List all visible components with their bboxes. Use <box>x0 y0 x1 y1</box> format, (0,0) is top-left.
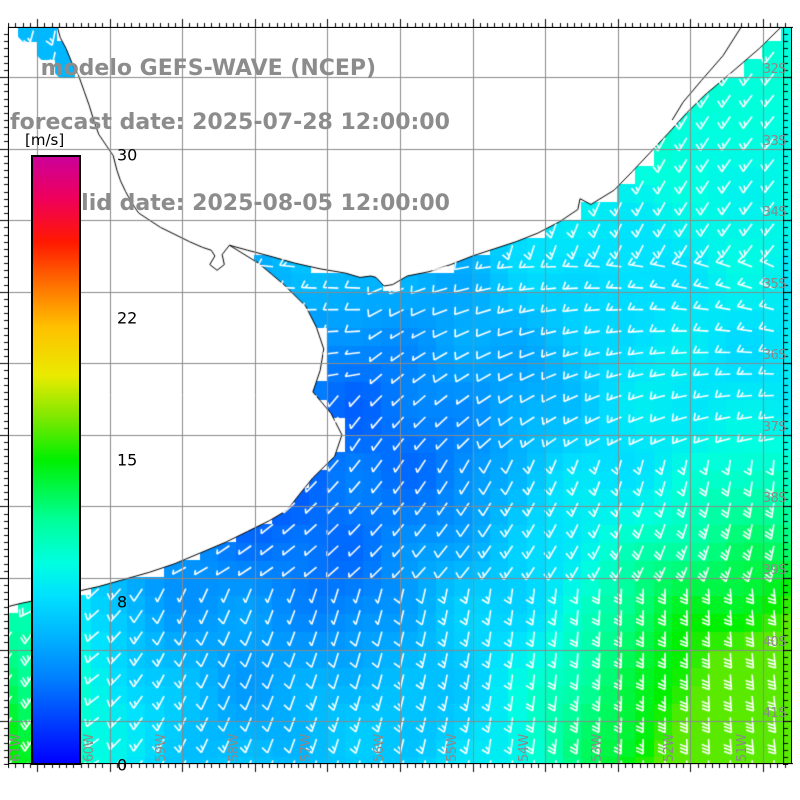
bottom-tick-ruler <box>8 763 793 785</box>
lat-label-32s: 32S <box>762 62 787 78</box>
lat-label-37s: 37S <box>762 419 787 435</box>
lat-label-34s: 34S <box>762 205 787 221</box>
lat-label-38s: 38S <box>762 491 787 507</box>
colorbar-tick-8: 8 <box>117 592 128 612</box>
map-plot-area[interactable] <box>8 27 792 764</box>
lon-label-58w: 58W <box>226 734 242 762</box>
lon-label-60w: 60W <box>81 734 97 762</box>
graticule-layer <box>8 27 792 764</box>
colorbar[interactable]: 30 22 15 8 0 <box>31 146 137 775</box>
lat-label-40s: 40S <box>762 634 787 650</box>
top-tick-ruler <box>8 0 793 28</box>
right-tick-ruler <box>783 27 800 765</box>
lat-label-33s: 33S <box>762 133 787 149</box>
lat-label-36s: 36S <box>762 348 787 364</box>
lon-label-57w: 57W <box>299 734 315 762</box>
colorbar-tick-30: 30 <box>117 145 138 165</box>
colorbar-unit-label: [m/s] <box>25 131 65 149</box>
colorbar-gradient <box>31 155 81 765</box>
lon-label-56w: 56W <box>372 734 387 762</box>
colorbar-tick-22: 22 <box>117 308 138 328</box>
lat-label-41s: 41S <box>762 706 787 722</box>
lon-label-61w: 61W <box>9 734 25 762</box>
lat-label-39s: 39S <box>762 562 787 578</box>
lon-label-51w: 51W <box>734 734 750 762</box>
lon-label-54w: 54W <box>517 734 533 762</box>
left-tick-ruler <box>0 27 9 765</box>
lon-label-52w: 52W <box>662 734 678 762</box>
lon-label-55w: 55W <box>444 734 460 762</box>
colorbar-tick-0: 0 <box>117 755 128 775</box>
lat-label-35s: 35S <box>762 276 787 292</box>
colorbar-tick-15: 15 <box>117 450 138 470</box>
lon-label-59w: 59W <box>154 734 170 762</box>
lon-label-53w: 53W <box>589 734 605 762</box>
